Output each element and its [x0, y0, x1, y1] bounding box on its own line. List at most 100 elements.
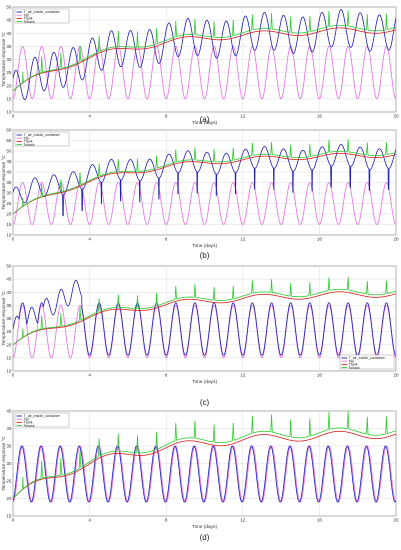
y-tick-label: 10	[6, 233, 12, 238]
y-tick-label: 20	[6, 83, 12, 88]
y-tick-label: 25	[6, 70, 12, 75]
y-tick-label: 20	[6, 212, 12, 217]
y-tick-label: 10	[6, 369, 12, 374]
x-tick-label: 0	[12, 518, 15, 523]
y-tick-label: 40	[6, 290, 12, 295]
x-tick-label: 20	[393, 518, 399, 523]
legend-box	[14, 412, 70, 428]
x-tick-label: 12	[240, 518, 246, 523]
y-tick-label: 45	[6, 409, 12, 414]
x-tick-label: 16	[317, 373, 323, 378]
x-tick-label: 0	[12, 373, 15, 378]
y-tick-label: 40	[6, 170, 12, 175]
y-tick-label: 15	[6, 355, 12, 360]
y-tick-label: 50	[6, 5, 12, 10]
legend-box	[14, 8, 70, 24]
x-axis-label: Time (days)	[192, 120, 218, 126]
legend-entry: Tair	[349, 359, 356, 363]
series-line-ttank	[13, 291, 396, 346]
y-tick-label: 25	[6, 329, 12, 334]
series-line-tair	[13, 182, 396, 225]
chart-panel-c: 0 4 8 12 16 20 10 15 20 25 30 35 40 45 50 Time (days) Te…	[1, 264, 399, 407]
y-tick-label: 20	[6, 342, 12, 347]
series-line-t-air-inside-container	[13, 445, 396, 503]
x-tick-label: 4	[88, 373, 91, 378]
legend-entry: Tshack	[349, 366, 360, 370]
legend-entry: Tshack	[24, 143, 35, 147]
x-tick-label: 4	[88, 237, 91, 242]
y-tick-label: 10	[6, 110, 12, 115]
legend-entry: Ttank	[349, 363, 358, 367]
panel-caption: (d)	[200, 533, 210, 542]
y-tick-label: 45	[6, 18, 12, 23]
y-tick-label: 15	[6, 96, 12, 101]
y-tick-label: 35	[6, 444, 12, 449]
series-line-t-air-inside-container	[13, 279, 396, 356]
y-axis-label: Temperature response °C	[1, 291, 7, 346]
y-tick-label: 30	[6, 57, 12, 62]
y-tick-label: 15	[6, 514, 12, 519]
x-tick-label: 20	[393, 114, 399, 119]
panel-caption: (b)	[200, 251, 210, 260]
x-tick-label: 0	[12, 114, 15, 119]
x-axis-label: Time (days)	[192, 379, 218, 385]
chart-panel-a: 0 4 8 12 16 20 10 15 20 25 30 35 40 45 50 Time (days) Te…	[1, 5, 399, 126]
x-tick-label: 12	[240, 237, 246, 242]
x-axis-label: Time (days)	[192, 524, 218, 530]
x-tick-label: 8	[165, 518, 168, 523]
y-tick-label: 50	[6, 264, 12, 269]
series-line-ttank	[13, 430, 396, 499]
legend-box	[14, 131, 70, 147]
y-tick-label: 50	[6, 149, 12, 154]
y-tick-label: 25	[6, 201, 12, 206]
legend-entry: Tair	[24, 136, 31, 140]
x-tick-label: 8	[165, 114, 168, 119]
chart-panel-d: 0 4 8 12 16 20 15 20 25 30 35 40 45 Time (days) Temper…	[1, 409, 399, 542]
y-tick-label: 45	[6, 159, 12, 164]
y-axis-label: Temperature response °C	[1, 436, 7, 491]
series-line-tshack	[13, 139, 396, 215]
panel-caption: (a)	[200, 115, 210, 124]
y-tick-label: 30	[6, 191, 12, 196]
x-tick-label: 20	[393, 237, 399, 242]
x-tick-label: 12	[240, 373, 246, 378]
x-tick-label: 4	[88, 518, 91, 523]
series-line-ttank	[13, 27, 396, 92]
legend-entry: Ttank	[24, 17, 33, 21]
y-axis-label: Temperature response °C	[1, 155, 7, 210]
series-line-t-air-inside-container	[13, 144, 396, 217]
y-tick-label: 30	[6, 461, 12, 466]
series-line-tshack	[13, 411, 396, 499]
x-tick-label: 16	[317, 114, 323, 119]
y-tick-label: 25	[6, 479, 12, 484]
legend-entry: Tair	[24, 417, 31, 421]
x-axis-label: Time (days)	[192, 243, 218, 249]
legend-entry: T_air_inside_container	[349, 356, 386, 360]
y-tick-label: 40	[6, 31, 12, 36]
y-tick-label: 35	[6, 44, 12, 49]
legend-entry: T_air_inside_container	[24, 414, 61, 418]
series-line-tair	[13, 445, 396, 503]
y-tick-label: 55	[6, 138, 12, 143]
x-tick-label: 4	[88, 114, 91, 119]
x-tick-label: 16	[317, 518, 323, 523]
legend-entry: T_air_inside_container	[24, 10, 61, 14]
x-tick-label: 20	[393, 373, 399, 378]
y-tick-label: 45	[6, 277, 12, 282]
legend-entry: Tair	[24, 13, 31, 17]
legend-entry: T_air_inside_container	[24, 133, 61, 137]
legend-entry: Ttank	[24, 140, 33, 144]
legend-box	[339, 354, 395, 370]
legend-entry: Ttank	[24, 421, 33, 425]
x-tick-label: 12	[240, 114, 246, 119]
chart-panel-b: 0 4 8 12 16 20 10 15 20 25 30 35 40 45 50 55 60 Time (day…	[1, 128, 399, 260]
y-tick-label: 60	[6, 128, 12, 133]
y-tick-label: 35	[6, 303, 12, 308]
y-tick-label: 20	[6, 496, 12, 501]
series-line-tshack	[13, 276, 396, 346]
